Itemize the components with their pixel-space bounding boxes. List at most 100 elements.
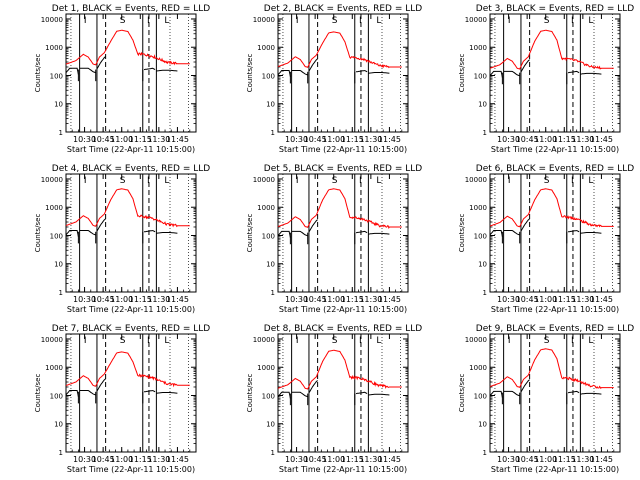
series-events-line bbox=[308, 58, 318, 72]
series-events-line bbox=[79, 230, 96, 236]
plot-frame bbox=[277, 13, 409, 133]
y-tick-label: 100 bbox=[262, 72, 275, 80]
series-events-line bbox=[291, 70, 308, 76]
y-tick-label: 1 bbox=[271, 289, 275, 297]
series-lld-line bbox=[65, 29, 190, 66]
series-lld-line bbox=[65, 188, 190, 228]
interval-marker: L bbox=[588, 16, 593, 26]
x-tick-label: 11:30 bbox=[359, 455, 382, 464]
series-events-line bbox=[567, 230, 580, 233]
x-tick-label: 11:00 bbox=[322, 295, 345, 304]
plot-frame bbox=[65, 173, 197, 293]
x-axis-label: Start Time (22-Apr-11 10:15:00) bbox=[491, 145, 619, 154]
x-tick-label: 11:45 bbox=[590, 455, 613, 464]
y-tick-label: 10000 bbox=[465, 16, 487, 24]
x-tick-label: 11:45 bbox=[590, 295, 613, 304]
x-tick-label: 10:30 bbox=[73, 295, 96, 304]
x-tick-label: 10:45 bbox=[516, 455, 539, 464]
panel-title: Det 3, BLACK = Events, RED = LLD bbox=[476, 4, 635, 14]
y-tick-label: 1 bbox=[483, 449, 487, 457]
interval-marker: S bbox=[332, 336, 338, 346]
plot-frame bbox=[65, 13, 197, 133]
series-events-line bbox=[156, 69, 178, 72]
series-events-line bbox=[143, 67, 156, 71]
interval-marker: I bbox=[508, 16, 511, 26]
y-tick-label: 100 bbox=[262, 232, 275, 240]
y-axis-label: Counts/sec bbox=[458, 214, 466, 253]
y-tick-label: 10000 bbox=[253, 176, 275, 184]
x-tick-label: 11:00 bbox=[322, 455, 345, 464]
panel-title: Det 2, BLACK = Events, RED = LLD bbox=[264, 4, 423, 14]
panel-title: Det 6, BLACK = Events, RED = LLD bbox=[476, 164, 635, 174]
interval-marker: I bbox=[296, 336, 299, 346]
plot-frame bbox=[277, 173, 409, 293]
panel-title: Det 1, BLACK = Events, RED = LLD bbox=[52, 4, 211, 14]
x-tick-label: 11:15 bbox=[129, 455, 152, 464]
x-tick-label: 11:15 bbox=[553, 135, 576, 144]
x-axis-label: Start Time (22-Apr-11 10:15:00) bbox=[491, 465, 619, 474]
series-events-line bbox=[96, 378, 106, 392]
y-tick-label: 1 bbox=[59, 129, 63, 137]
series-events-line bbox=[567, 70, 580, 74]
series-lld-line bbox=[489, 29, 614, 70]
series-events-line bbox=[580, 392, 602, 395]
y-tick-label: 10 bbox=[266, 101, 275, 109]
y-axis-label: Counts/sec bbox=[246, 374, 254, 413]
interval-marker: I bbox=[359, 336, 362, 346]
x-tick-label: 11:30 bbox=[571, 135, 594, 144]
x-tick-label: 10:30 bbox=[285, 135, 308, 144]
x-tick-label: 11:15 bbox=[341, 455, 364, 464]
y-tick-label: 1000 bbox=[257, 44, 275, 52]
y-tick-label: 10000 bbox=[41, 336, 63, 344]
x-tick-label: 11:45 bbox=[378, 135, 401, 144]
x-tick-label: 11:00 bbox=[110, 455, 133, 464]
x-tick-label: 11:30 bbox=[147, 295, 170, 304]
x-tick-label: 11:45 bbox=[378, 295, 401, 304]
series-events-line bbox=[368, 393, 390, 396]
series-events-line bbox=[580, 232, 602, 234]
interval-marker: L bbox=[376, 16, 381, 26]
y-tick-label: 1000 bbox=[469, 44, 487, 52]
x-axis-label: Start Time (22-Apr-11 10:15:00) bbox=[67, 465, 195, 474]
y-tick-label: 10 bbox=[54, 261, 63, 269]
series-events-line bbox=[489, 390, 503, 398]
x-tick-label: 11:30 bbox=[571, 455, 594, 464]
interval-marker: I bbox=[508, 336, 511, 346]
x-tick-label: 11:15 bbox=[553, 295, 576, 304]
x-tick-label: 11:45 bbox=[378, 455, 401, 464]
x-tick-label: 11:30 bbox=[359, 135, 382, 144]
x-axis-label: Start Time (22-Apr-11 10:15:00) bbox=[491, 305, 619, 314]
interval-marker: I bbox=[508, 176, 511, 186]
y-tick-label: 10000 bbox=[41, 176, 63, 184]
x-tick-label: 10:45 bbox=[92, 455, 115, 464]
x-tick-label: 11:30 bbox=[147, 455, 170, 464]
series-events-line bbox=[503, 390, 520, 397]
y-tick-label: 10000 bbox=[41, 16, 63, 24]
series-events-line bbox=[355, 230, 368, 234]
series-events-line bbox=[79, 67, 96, 74]
interval-marker: S bbox=[332, 176, 338, 186]
series-events-line bbox=[291, 391, 308, 398]
y-axis-label: Counts/sec bbox=[458, 54, 466, 93]
series-lld-line bbox=[489, 188, 614, 228]
interval-marker: L bbox=[588, 176, 593, 186]
x-tick-label: 11:45 bbox=[166, 135, 189, 144]
x-tick-label: 10:30 bbox=[497, 295, 520, 304]
y-tick-label: 100 bbox=[474, 232, 487, 240]
x-tick-label: 11:00 bbox=[110, 295, 133, 304]
x-tick-label: 11:45 bbox=[166, 295, 189, 304]
x-tick-label: 10:30 bbox=[497, 135, 520, 144]
interval-marker: I bbox=[571, 176, 574, 186]
x-tick-label: 11:15 bbox=[553, 455, 576, 464]
series-events-line bbox=[156, 392, 178, 394]
interval-marker: I bbox=[296, 16, 299, 26]
interval-marker: I bbox=[359, 176, 362, 186]
series-lld-line bbox=[277, 31, 402, 69]
series-events-line bbox=[520, 59, 530, 73]
y-tick-label: 1000 bbox=[45, 44, 63, 52]
y-tick-label: 10000 bbox=[253, 336, 275, 344]
x-tick-label: 10:30 bbox=[73, 135, 96, 144]
series-lld-line bbox=[277, 188, 402, 230]
x-tick-label: 11:00 bbox=[110, 135, 133, 144]
